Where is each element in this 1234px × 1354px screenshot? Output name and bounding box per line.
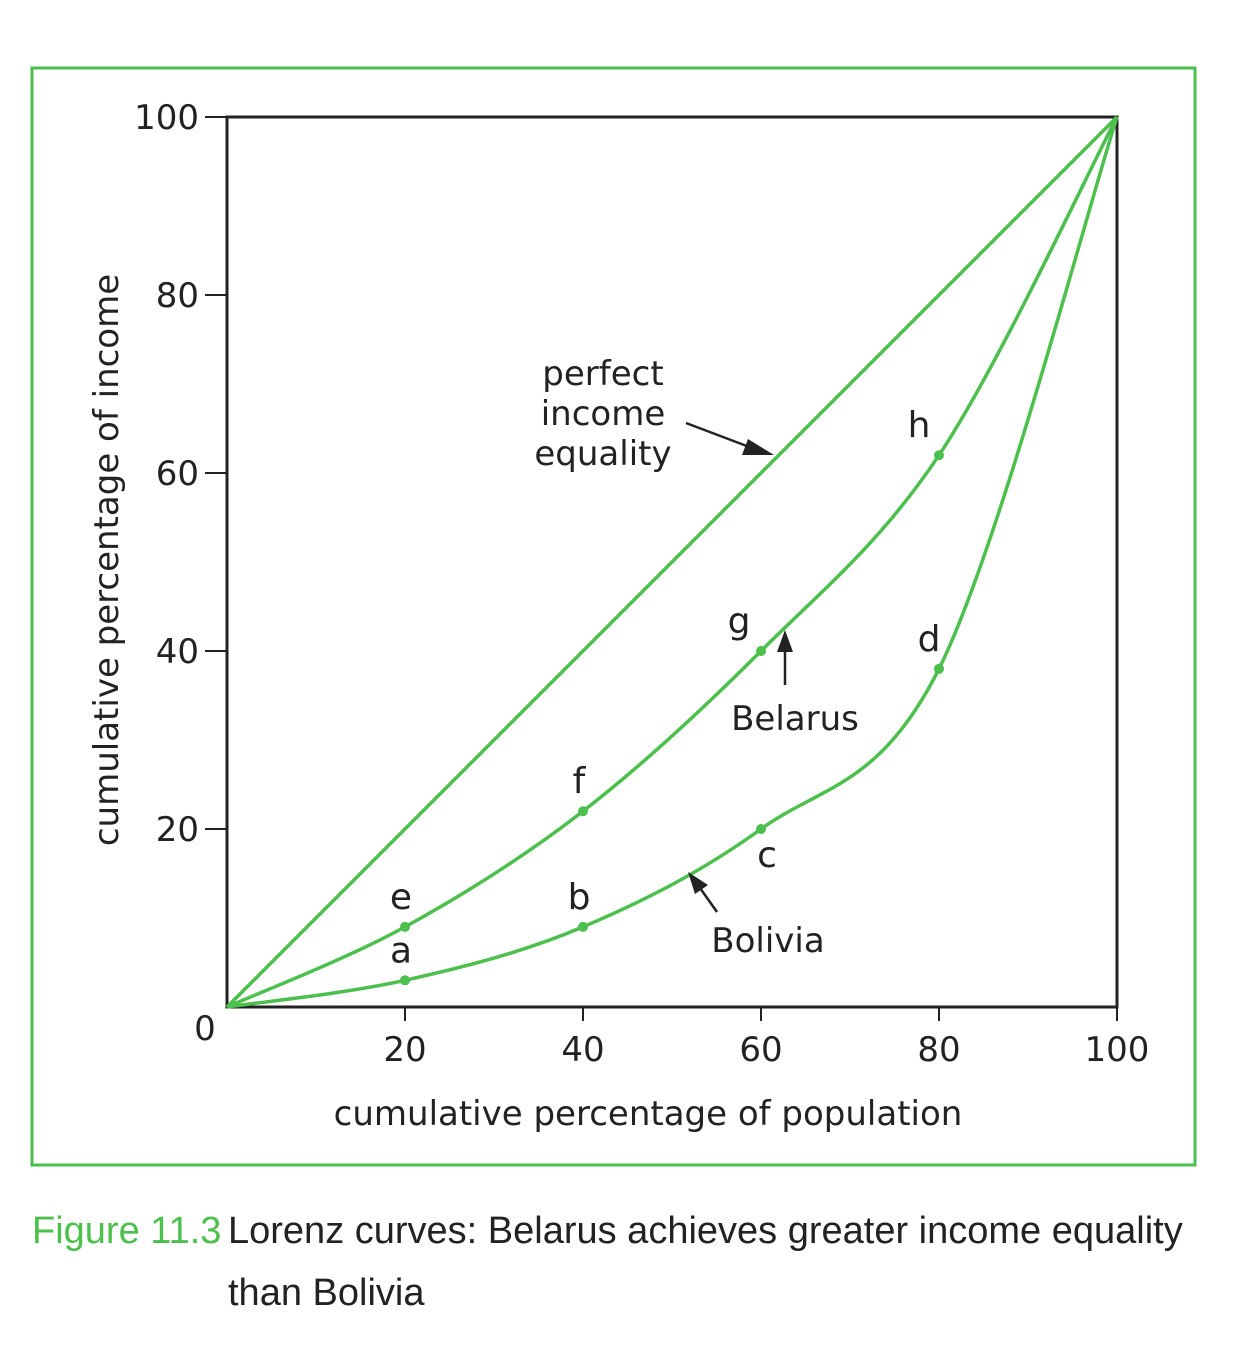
equality-label-line-1: perfect (542, 354, 663, 394)
point-label-g: g (728, 601, 751, 642)
data-point-a (400, 975, 410, 986)
figure-caption: Figure 11.3 Lorenz curves: Belarus achie… (32, 1200, 1202, 1324)
points-layer: e f g h a b c d (390, 405, 944, 986)
x-axis-title: cumulative percentage of population (334, 1094, 963, 1134)
point-label-a: a (390, 930, 412, 971)
curves-layer (225, 115, 1119, 1009)
x-tick-label: 20 (383, 1030, 426, 1070)
equality-arrow (685, 421, 753, 450)
point-label-e: e (390, 877, 412, 918)
point-label-c: c (757, 835, 777, 876)
data-point-e (400, 921, 410, 932)
series-line-perfect-income-equality (225, 115, 1119, 1009)
y-tick-label: 100 (134, 98, 199, 138)
figure-frame (30, 66, 1197, 1167)
x-tick-label: 80 (917, 1030, 960, 1070)
bolivia-arrow (698, 887, 719, 913)
figure-number: Figure 11.3 (32, 1210, 222, 1252)
data-point-f (578, 806, 588, 817)
point-label-f: f (573, 761, 587, 802)
plot-area-frame (225, 115, 1119, 1009)
data-point-c (756, 824, 766, 834)
belarus-annotation: Belarus (731, 630, 859, 739)
equality-annotation: perfect income equality (534, 354, 774, 474)
x-tick-label: 100 (1085, 1030, 1150, 1070)
y-tick-label: 40 (156, 632, 199, 672)
y-tick-label: 60 (156, 454, 199, 494)
belarus-label: Belarus (731, 699, 859, 739)
point-label-d: d (918, 619, 941, 660)
data-point-g (756, 646, 766, 656)
bolivia-arrowhead (688, 872, 708, 894)
y-axis-title: cumulative percentage of income (87, 274, 127, 846)
y-axis-ticks: 20 40 60 80 100 (134, 98, 227, 850)
equality-label-line-2: income (541, 394, 666, 434)
equality-arrowhead (742, 439, 774, 455)
point-label-h: h (908, 405, 931, 446)
data-point-d (934, 663, 944, 674)
x-tick-label: 40 (561, 1030, 604, 1070)
y-tick-label: 20 (156, 810, 199, 850)
data-point-h (934, 450, 944, 461)
equality-label-line-3: equality (534, 434, 671, 474)
belarus-arrowhead (777, 630, 793, 652)
bolivia-annotation: Bolivia (688, 872, 825, 961)
bolivia-label: Bolivia (711, 921, 824, 961)
x-axis-ticks: 20 40 60 80 100 (383, 1007, 1149, 1070)
y-tick-label: 80 (156, 276, 199, 316)
lorenz-chart: e f g h a b c d 20 40 60 80 100 20 40 60 80 100… (30, 66, 1197, 1167)
data-point-b (578, 921, 588, 932)
x-tick-label: 60 (739, 1030, 782, 1070)
origin-label: 0 (194, 1009, 216, 1049)
caption-text: Lorenz curves: Belarus achieves greater … (228, 1210, 1183, 1314)
point-label-b: b (568, 877, 591, 918)
